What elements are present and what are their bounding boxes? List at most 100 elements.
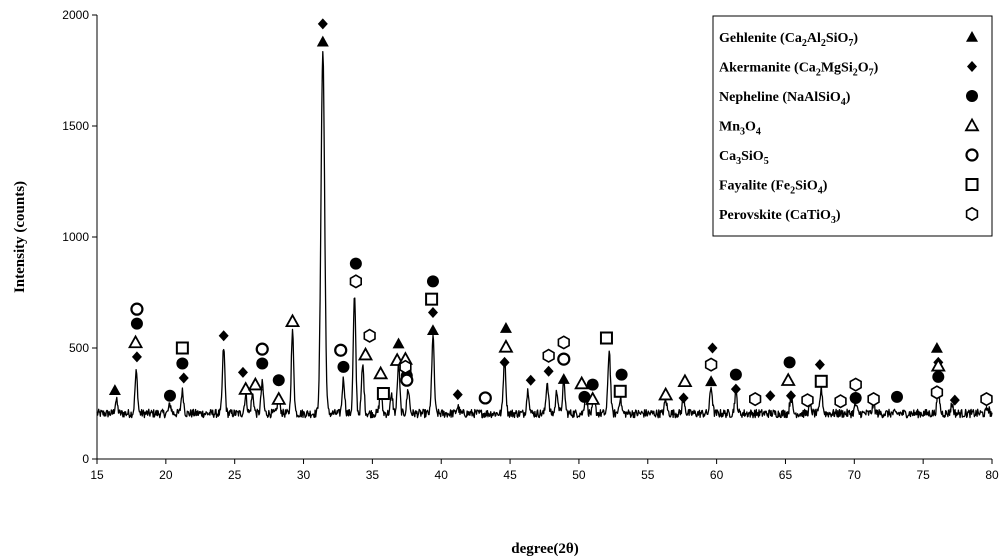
phase-marker: [108, 384, 121, 395]
phase-marker: [677, 373, 693, 388]
phase-marker: [284, 313, 301, 328]
phase-marker: [363, 328, 376, 343]
phase-marker: [317, 18, 328, 30]
legend-marker: [965, 178, 979, 191]
x-tick-label: 80: [985, 468, 999, 482]
y-tick-label: 1500: [62, 119, 89, 133]
phase-marker: [131, 351, 142, 363]
phase-marker: [427, 306, 438, 318]
phase-marker: [175, 341, 189, 355]
phase-marker: [128, 334, 144, 349]
y-axis-title: Intensity (counts): [12, 181, 28, 293]
phase-marker: [814, 359, 825, 371]
x-tick-label: 50: [572, 468, 586, 482]
phase-marker: [392, 337, 405, 349]
y-tick-label: 1000: [62, 230, 89, 244]
phase-marker: [525, 374, 536, 386]
phase-marker: [357, 346, 374, 361]
legend-entry-label: Akermanite (Ca2MgSi2O7): [719, 61, 879, 79]
phase-marker: [705, 375, 718, 387]
legend: Gehlenite (Ca2Al2SiO7) Akermanite (Ca2MgS…: [712, 15, 993, 237]
y-tick-label: 0: [82, 452, 89, 466]
phase-marker: [765, 390, 776, 402]
phase-marker: [678, 392, 689, 404]
phase-marker: [247, 376, 263, 391]
phase-marker: [399, 359, 412, 375]
y-tick-label: 500: [69, 341, 89, 355]
phase-marker: [498, 339, 514, 353]
phase-marker: [349, 274, 363, 289]
phase-marker: [615, 368, 628, 381]
phase-marker: [426, 324, 439, 336]
x-tick-label: 75: [916, 468, 930, 482]
phase-marker: [478, 391, 492, 405]
legend-marker: [966, 90, 978, 102]
phase-marker: [599, 331, 613, 345]
phase-marker: [785, 390, 796, 402]
legend-marker: [964, 117, 980, 132]
phase-marker: [585, 391, 601, 405]
x-tick-label: 30: [297, 468, 311, 482]
phase-marker: [376, 387, 390, 401]
phase-marker: [426, 275, 439, 288]
phase-marker: [613, 384, 627, 398]
phase-marker: [238, 381, 254, 395]
phase-marker: [949, 394, 960, 406]
phase-marker: [578, 390, 591, 403]
phase-marker: [373, 365, 389, 380]
x-tick-label: 60: [710, 468, 724, 482]
x-tick-label: 70: [848, 468, 862, 482]
x-axis-title: degree(2θ): [511, 541, 579, 557]
phase-marker: [237, 366, 248, 378]
phase-marker: [780, 372, 796, 386]
phase-marker: [271, 391, 287, 405]
phase-marker: [272, 374, 285, 387]
x-tick-label: 35: [366, 468, 380, 482]
phase-marker: [400, 373, 414, 387]
x-tick-label: 65: [779, 468, 793, 482]
phase-marker: [425, 292, 439, 306]
legend-marker: [965, 148, 979, 162]
x-tick-label: 55: [641, 468, 655, 482]
phase-marker: [849, 391, 862, 404]
phase-marker: [176, 357, 189, 370]
phase-marker: [349, 257, 362, 270]
phase-marker: [163, 389, 176, 402]
phase-marker: [178, 372, 189, 384]
phase-marker: [316, 35, 329, 47]
legend-box: [712, 15, 993, 237]
phase-marker: [748, 391, 762, 407]
phase-marker: [801, 393, 814, 408]
legend-entry-label: Ca3SiO5: [719, 149, 769, 167]
x-tick-label: 40: [435, 468, 449, 482]
legend-entry-label: Nepheline (NaAlSiO4): [719, 90, 851, 108]
phase-marker: [980, 391, 993, 407]
legend-entry-label: Gehlenite (Ca2Al2SiO7): [719, 31, 858, 49]
phase-marker: [499, 356, 510, 368]
legend-entry-label: Perovskite (CaTiO3): [719, 208, 841, 226]
legend-entry-label: Mn3O4: [719, 120, 761, 138]
legend-marker: [966, 31, 978, 42]
phase-marker: [574, 375, 590, 390]
phase-marker: [218, 330, 229, 342]
phase-marker: [557, 335, 570, 350]
legend-marker: [967, 61, 977, 72]
phase-marker: [730, 383, 741, 395]
x-tick-label: 25: [228, 468, 242, 482]
phase-marker: [452, 389, 463, 401]
phase-marker: [542, 348, 555, 363]
legend-marker: [965, 206, 979, 222]
phase-marker: [930, 342, 943, 353]
phase-marker: [867, 391, 880, 407]
phase-marker: [557, 352, 571, 366]
phase-marker: [849, 377, 862, 392]
phase-marker: [707, 342, 718, 354]
phase-marker: [783, 356, 796, 369]
phase-marker: [334, 343, 348, 357]
x-tick-label: 20: [159, 468, 173, 482]
phase-marker: [658, 386, 674, 401]
legend-entry-label: Fayalite (Fe2SiO4): [719, 179, 828, 197]
phase-marker: [130, 302, 144, 316]
phase-marker: [814, 374, 828, 388]
